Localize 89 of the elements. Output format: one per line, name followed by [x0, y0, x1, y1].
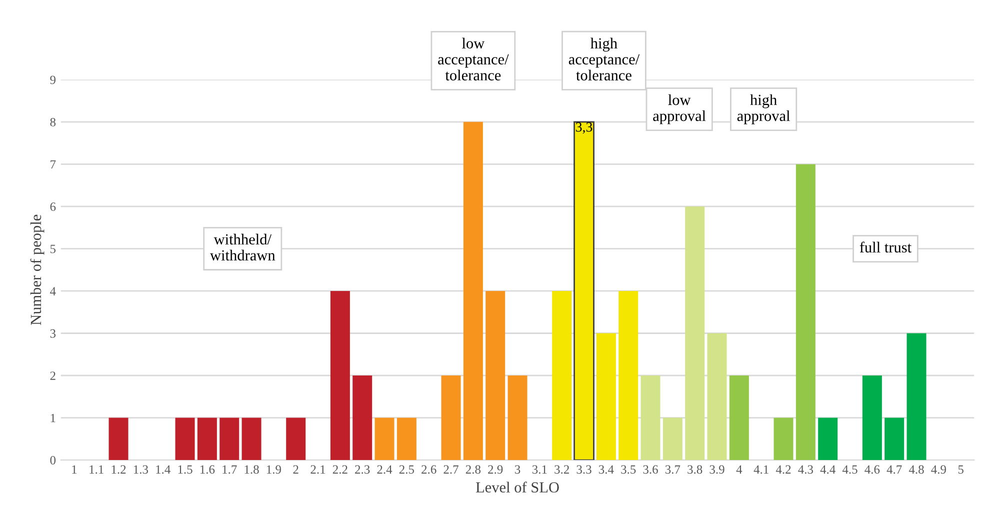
bar	[662, 418, 682, 460]
bar	[220, 418, 240, 460]
x-tick-label: 2.1	[310, 465, 326, 474]
x-tick-label: 2.5	[399, 465, 414, 474]
y-tick-label: 8	[50, 118, 56, 126]
x-tick-label: 3.3	[576, 465, 592, 474]
bar	[818, 418, 838, 460]
annotation: low acceptance/ tolerance	[438, 38, 509, 80]
x-tick-label: 2.4	[377, 465, 392, 474]
y-tick-label: 7	[50, 160, 56, 169]
bar	[330, 290, 350, 460]
x-tick-label: 2.7	[444, 465, 458, 474]
bar	[796, 164, 816, 460]
x-tick-label: 1.2	[112, 465, 126, 474]
x-tick-label: 4.7	[886, 465, 902, 474]
bar	[618, 290, 638, 460]
bar	[884, 418, 904, 460]
annotation: 3,3	[576, 122, 592, 134]
x-tick-label: 4.8	[908, 465, 924, 474]
x-tick-label: 2.9	[488, 465, 503, 474]
x-tick-label: 3.9	[710, 465, 724, 474]
y-tick-label: 6	[50, 202, 56, 211]
bar	[596, 333, 616, 460]
y-tick-label: 3	[50, 329, 56, 338]
x-tick-label: 1	[72, 465, 77, 474]
bar	[774, 418, 794, 460]
x-tick-label: 4.4	[820, 465, 836, 474]
y-tick-label: 2	[50, 372, 56, 380]
bar	[486, 290, 506, 460]
x-tick-label: 3.4	[598, 465, 614, 474]
x-tick-label: 4.3	[798, 465, 814, 474]
bar	[197, 418, 217, 460]
bar	[906, 333, 926, 460]
x-tick-label: 1.6	[200, 465, 215, 474]
bar	[441, 376, 461, 460]
x-tick-label: 1.1	[90, 465, 104, 474]
x-tick-label: 1.3	[134, 465, 148, 474]
x-tick-label: 4.1	[754, 465, 768, 474]
x-tick-label: 3	[514, 465, 520, 474]
x-tick-label: 3.2	[554, 465, 569, 474]
annotation: full trust	[860, 242, 912, 253]
x-tick-label: 2.2	[332, 465, 348, 474]
annotation: withheld/ withdrawn	[210, 234, 276, 261]
y-axis-title: Number of people	[30, 214, 44, 325]
annotation: high acceptance/ tolerance	[568, 38, 640, 80]
x-tick-label: 2.3	[355, 465, 370, 474]
bar	[352, 376, 372, 460]
y-tick-label: 9	[50, 76, 56, 84]
annotation: high approval	[737, 94, 790, 124]
bar	[640, 376, 660, 460]
y-tick-label: 4	[50, 287, 56, 296]
y-tick-label: 0	[50, 456, 56, 464]
bar	[729, 376, 749, 460]
x-tick-label: 2.8	[466, 465, 481, 474]
bar	[508, 376, 528, 460]
x-tick-label: 3.1	[532, 465, 547, 474]
bar	[374, 418, 394, 460]
x-tick-label: 4.6	[864, 465, 880, 474]
bar	[574, 121, 594, 460]
x-tick-label: 3.7	[665, 465, 680, 474]
bar	[396, 418, 416, 460]
bar	[707, 333, 727, 460]
y-tick-label: 1	[50, 414, 56, 422]
x-tick-label: 1.8	[244, 465, 259, 474]
x-tick-label: 4.5	[842, 465, 858, 474]
bar	[242, 418, 262, 460]
x-tick-label: 4.2	[776, 465, 791, 474]
x-tick-label: 5	[958, 465, 964, 474]
bar	[552, 290, 572, 460]
x-tick-label: 3.6	[643, 465, 658, 474]
x-tick-label: 2	[293, 465, 298, 474]
y-tick-label: 5	[50, 244, 56, 254]
bar	[108, 418, 128, 460]
x-tick-label: 4	[736, 465, 742, 474]
x-tick-label: 3.5	[621, 465, 636, 474]
x-tick-label: 1.5	[178, 465, 192, 474]
x-tick-label: 1.9	[266, 465, 281, 474]
bar	[685, 206, 705, 460]
annotation: low approval	[653, 94, 706, 124]
x-tick-label: 3.8	[688, 465, 702, 474]
x-tick-label: 1.4	[156, 465, 170, 474]
x-tick-label: 1.7	[222, 465, 237, 474]
bar	[463, 122, 483, 460]
x-axis-title: Level of SLO	[476, 482, 559, 493]
bar	[286, 418, 306, 460]
bar	[862, 376, 882, 460]
x-tick-label: 4.9	[931, 465, 946, 474]
x-tick-label: 2.6	[422, 465, 436, 474]
bar	[175, 418, 195, 460]
